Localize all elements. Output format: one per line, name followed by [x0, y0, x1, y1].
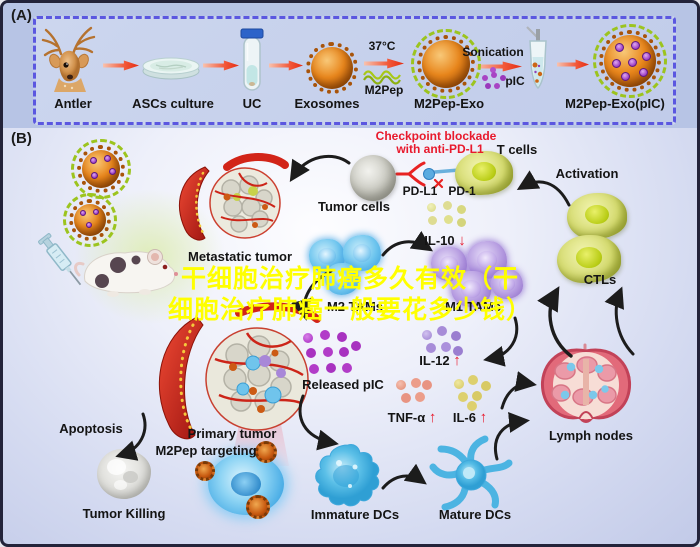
- il12-dots-cluster: [422, 330, 432, 340]
- arrow-pic-to-immaturedc: [298, 394, 339, 451]
- arrow-sonication: [476, 61, 522, 72]
- immature-dcs-label: Immature DCs: [310, 507, 400, 522]
- checkpoint-blockade-label-line2: with anti-PD-L1: [396, 142, 484, 156]
- pd-l1-label: PD-L1: [402, 184, 438, 198]
- m2-tam-cell-icon: [325, 263, 359, 295]
- arrow-m2-to-m1: [381, 230, 433, 257]
- t-cells-label: T cells: [496, 142, 538, 157]
- arrow-to-lymph-small: [500, 371, 537, 410]
- arrow-lymph-to-ctls: [604, 286, 635, 356]
- il10-dots-cluster: [427, 203, 436, 212]
- mouse-icon: [74, 249, 178, 297]
- sonication-label: Sonication: [462, 45, 524, 59]
- exosome-corona: [417, 35, 475, 93]
- arrow-m1-to-dcs: [483, 316, 519, 367]
- arrow-tumorcells-to-metastatic: [289, 154, 351, 183]
- exosomes-label: Exosomes: [294, 96, 360, 111]
- apoptosis-label: Apoptosis: [59, 421, 123, 436]
- il6-dots-cluster: [454, 379, 464, 389]
- arrow-maturedc-to-lymph: [494, 411, 530, 461]
- syringe-icon: [38, 233, 82, 286]
- targeting-exosome-icon: [246, 495, 270, 519]
- tnf-up-arrow: ↑: [428, 409, 437, 426]
- arrow-lymph-to-ctls: [537, 286, 573, 358]
- il6-up-arrow: ↑: [479, 409, 488, 426]
- arrow-ascs-to-uc: [203, 60, 239, 71]
- m2pep-exo-pic-icon: [593, 24, 667, 98]
- t-cell-icon: [455, 151, 513, 195]
- il6-label: IL-6 ↑: [452, 409, 488, 426]
- lymph-nodes-label: Lymph nodes: [548, 428, 634, 443]
- arrow-activation: [516, 170, 571, 207]
- sonication-tube-icon: [526, 26, 547, 90]
- arrow-apoptosis: [115, 412, 147, 461]
- pic-label: pIC: [505, 74, 525, 88]
- ctl-cell-icon: [567, 193, 627, 239]
- watermark-text: 干细胞治疗肺癌多久有效（干 细胞治疗肺癌一般要花多少钱）: [3, 264, 697, 326]
- arrow-immature-to-mature: [381, 463, 427, 490]
- arrow-exo-to-m2pepexo: [364, 58, 404, 69]
- il10-down-arrow: ↓: [458, 232, 466, 249]
- panel-a-tag: (A): [11, 7, 32, 24]
- activation-label: Activation: [555, 166, 619, 181]
- m1-tam-cell-icon: [451, 271, 491, 307]
- checkpoint-blockade-label-line1: Checkpoint blockade: [375, 129, 497, 143]
- pic-dots-cluster: [482, 75, 488, 81]
- arrow-antler-to-ascs: [103, 60, 139, 71]
- mature-dc-icon: [429, 435, 513, 511]
- tnf-dots-cluster: [396, 380, 406, 390]
- il12-up-arrow: ↑: [453, 352, 461, 369]
- il10-label: IL-10 ↓: [424, 232, 466, 249]
- m2pep-label: M2Pep: [364, 83, 404, 97]
- targeting-exosome-icon: [255, 441, 277, 463]
- ctl-cell-icon: [557, 235, 621, 283]
- temperature-label: 37°C: [368, 39, 396, 53]
- injected-exosome-icon: [71, 139, 131, 199]
- antler-deer-icon: [41, 26, 96, 92]
- m2pep-exo-pic-label: M2Pep-Exo(pIC): [565, 96, 665, 111]
- exosome-corona: [306, 42, 358, 94]
- mature-dcs-label: Mature DCs: [438, 507, 512, 522]
- m2-tams-label: M2 TAMs: [326, 299, 384, 314]
- tnf-label: TNF-α ↑: [387, 409, 437, 426]
- m2pep-exo-icon: [411, 29, 481, 99]
- released-pic-label: Released pIC: [302, 377, 384, 392]
- m2pep-peptide-icon: [363, 70, 401, 85]
- il12-label: IL-12 ↑: [419, 352, 461, 369]
- arrow-uc-to-exosomes: [269, 60, 303, 71]
- metastatic-tumor-icon: [178, 153, 289, 241]
- m2pep-exo-label: M2Pep-Exo: [413, 96, 485, 111]
- metastatic-tumor-label: Metastatic tumor: [187, 249, 293, 264]
- watermark-line2: 细胞治疗肺癌一般要花多少钱）: [167, 296, 532, 324]
- antler-label: Antler: [54, 96, 92, 111]
- ctls-label: CTLs: [583, 272, 617, 287]
- released-pic-dots-cluster: [303, 333, 313, 343]
- primary-tumor-icon: [158, 302, 321, 440]
- immature-dc-icon: [315, 444, 380, 507]
- primary-tumor-label: Primary tumor: [187, 426, 277, 441]
- tumor-cells-label: Tumor cells: [317, 199, 391, 214]
- exosome-icon: [306, 42, 358, 94]
- ascs-culture-label: ASCs culture: [132, 96, 214, 111]
- panel-b-tag: (B): [11, 130, 32, 147]
- tumor-killing-label: Tumor Killing: [82, 506, 166, 521]
- tumor-cell-icon: [350, 155, 396, 201]
- uc-label: UC: [242, 96, 262, 111]
- arrow-to-m2tams: [291, 269, 333, 321]
- targeting-exosome-icon: [195, 461, 215, 481]
- uc-tube-icon: [240, 28, 264, 91]
- m2pep-targeting-label: M2Pep targeting: [155, 443, 257, 458]
- pd-1-label: PD-1: [448, 184, 476, 198]
- exosome-core: [311, 47, 353, 89]
- watermark-line1: 干细胞治疗肺癌多久有效（干: [180, 265, 519, 293]
- m1-tam-cell-icon: [491, 269, 523, 299]
- petri-dish-icon: [142, 57, 200, 80]
- arrow-to-final-exo: [557, 59, 589, 70]
- m1-tams-label: M1 TAMs: [444, 299, 502, 314]
- lymph-nodes-icon: [540, 343, 632, 423]
- injected-exosome-icon: [63, 193, 117, 247]
